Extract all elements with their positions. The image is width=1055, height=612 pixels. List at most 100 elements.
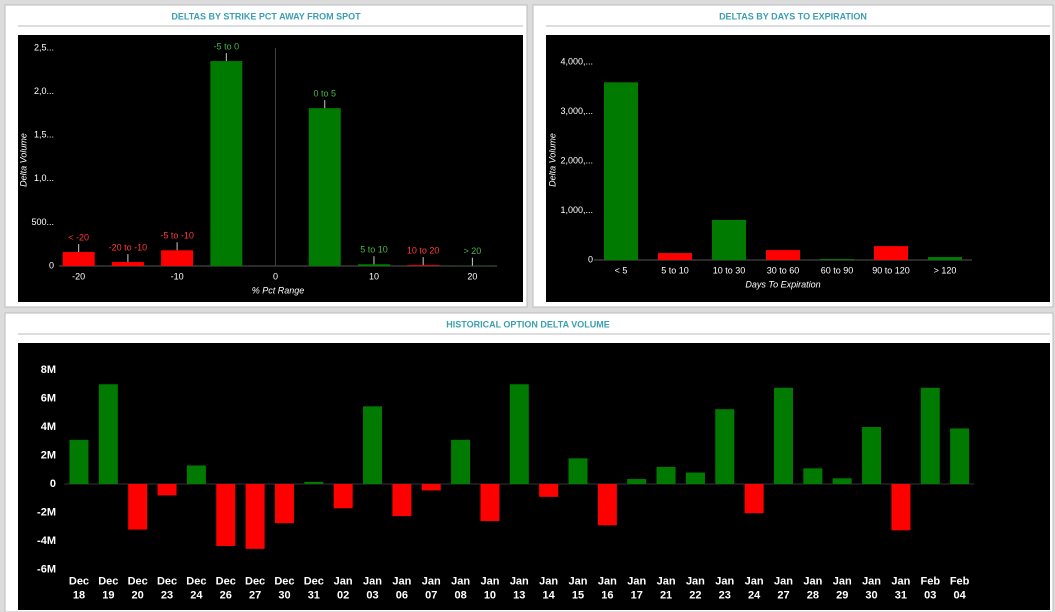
y-tick-label: 0 — [49, 260, 54, 270]
bar — [128, 484, 148, 530]
x-tick-label: 60 to 90 — [821, 265, 854, 275]
y-axis-label: Delta Volume — [547, 133, 557, 187]
x-tick-line: 13 — [513, 589, 525, 601]
x-tick-label: Dec 30 — [274, 575, 294, 601]
bar — [304, 481, 324, 484]
bar — [157, 484, 177, 496]
y-tick-label: 4M — [41, 421, 56, 433]
x-tick-line: Feb — [950, 575, 970, 587]
x-tick-label: Jan 03 — [363, 575, 382, 601]
x-tick-line: Dec — [186, 575, 206, 587]
x-tick-label: Jan 06 — [392, 575, 411, 601]
y-tick-label: 0 — [588, 254, 593, 264]
x-tick-line: Jan — [451, 575, 470, 587]
x-tick-label: Jan 16 — [598, 575, 617, 601]
x-tick-label: Dec 23 — [157, 575, 177, 601]
bar — [363, 406, 383, 484]
x-tick-line: Jan — [833, 575, 852, 587]
x-tick-line: 31 — [895, 589, 907, 601]
bar — [950, 428, 970, 484]
x-tick-line: Dec — [128, 575, 148, 587]
x-tick-line: 28 — [807, 589, 819, 601]
x-tick-line: 30 — [278, 589, 290, 601]
bar-label: 10 to 20 — [407, 246, 440, 256]
plot-area — [18, 343, 1050, 610]
x-tick-line: 03 — [366, 589, 378, 601]
x-tick-label: Jan 31 — [891, 575, 910, 601]
x-tick-line: Dec — [216, 575, 236, 587]
x-tick-line: Jan — [891, 575, 910, 587]
x-tick-line: Jan — [862, 575, 881, 587]
bar — [421, 484, 441, 491]
bar — [568, 458, 588, 484]
y-tick-label: 2,0... — [34, 86, 54, 96]
x-tick-line: 23 — [161, 589, 173, 601]
x-tick-line: Dec — [69, 575, 89, 587]
x-tick-line: 30 — [865, 589, 877, 601]
x-tick-line: Jan — [627, 575, 646, 587]
bar — [111, 262, 144, 266]
x-tick-label: Dec 31 — [304, 575, 324, 601]
x-tick-label: Jan 21 — [657, 575, 676, 601]
x-tick-label: Dec 18 — [69, 575, 89, 601]
x-tick-label: Dec 20 — [128, 575, 148, 601]
x-tick-label: Jan 08 — [451, 575, 470, 601]
y-axis-label: Delta Volume — [18, 133, 28, 187]
bar — [862, 427, 882, 484]
x-tick-label: Feb 04 — [950, 575, 970, 601]
x-tick-line: 08 — [454, 589, 466, 601]
x-tick-label: 30 to 60 — [767, 265, 800, 275]
bar — [357, 264, 390, 266]
x-tick-label: Jan 27 — [774, 575, 793, 601]
x-tick-line: 17 — [631, 589, 643, 601]
x-tick-line: 14 — [543, 589, 556, 601]
y-tick-label: 3,000,... — [560, 106, 593, 116]
y-tick-label: -6M — [37, 563, 56, 575]
bar — [539, 484, 559, 497]
bar — [210, 61, 243, 266]
y-tick-label: 2,5... — [34, 42, 54, 52]
y-tick-label: 0 — [50, 478, 56, 490]
y-tick-label: -4M — [37, 535, 56, 547]
x-tick-line: 27 — [249, 589, 261, 601]
x-tick-line: 10 — [484, 589, 496, 601]
bar-label: -5 to -10 — [160, 231, 194, 241]
bar — [744, 484, 764, 514]
plot-area — [18, 35, 523, 302]
y-tick-label: 1,0... — [34, 173, 54, 183]
bar — [685, 472, 705, 484]
bar — [920, 387, 940, 484]
x-tick-line: 31 — [308, 589, 320, 601]
x-tick-line: Jan — [363, 575, 382, 587]
bar — [62, 252, 95, 266]
chart-title: DELTAS BY DAYS TO EXPIRATION — [719, 11, 867, 21]
x-tick-label: < 5 — [615, 265, 628, 275]
bar — [604, 82, 638, 260]
chart-title: HISTORICAL OPTION DELTA VOLUME — [446, 319, 610, 329]
bar — [891, 484, 911, 531]
y-tick-label: 4,000,... — [560, 56, 593, 66]
x-tick-line: Jan — [745, 575, 764, 587]
x-tick-label: 10 — [369, 271, 379, 281]
x-tick-label: Jan 28 — [803, 575, 822, 601]
x-tick-line: Jan — [715, 575, 734, 587]
bar — [715, 409, 735, 484]
x-tick-label: Dec 24 — [186, 575, 206, 601]
bar — [274, 484, 294, 524]
x-tick-line: 04 — [953, 589, 966, 601]
x-tick-label: Jan 17 — [627, 575, 646, 601]
y-tick-label: 6M — [41, 392, 56, 404]
x-tick-line: 07 — [425, 589, 437, 601]
x-tick-line: Jan — [480, 575, 499, 587]
x-tick-line: Dec — [274, 575, 294, 587]
bar-label: > 20 — [464, 246, 482, 256]
x-tick-label: -10 — [171, 271, 184, 281]
x-tick-line: 29 — [836, 589, 848, 601]
x-tick-label: Jan 13 — [510, 575, 529, 601]
bar — [658, 253, 692, 260]
x-tick-label: > 120 — [934, 265, 957, 275]
x-tick-line: 06 — [396, 589, 408, 601]
y-tick-label: 2M — [41, 449, 56, 461]
bar — [597, 484, 617, 526]
